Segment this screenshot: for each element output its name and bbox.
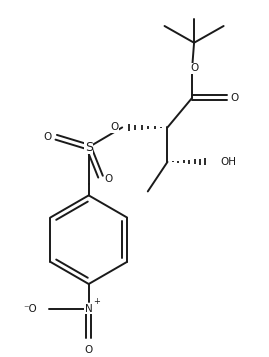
Text: O: O — [190, 63, 198, 73]
Text: OH: OH — [221, 157, 237, 167]
Text: O: O — [230, 93, 239, 103]
Text: O: O — [104, 174, 112, 183]
Text: N: N — [85, 303, 93, 313]
Text: O: O — [43, 132, 51, 142]
Text: O: O — [110, 122, 118, 132]
Text: O: O — [84, 345, 93, 355]
Text: ⁻O: ⁻O — [24, 303, 37, 313]
Text: S: S — [85, 141, 93, 154]
Text: +: + — [93, 297, 100, 306]
